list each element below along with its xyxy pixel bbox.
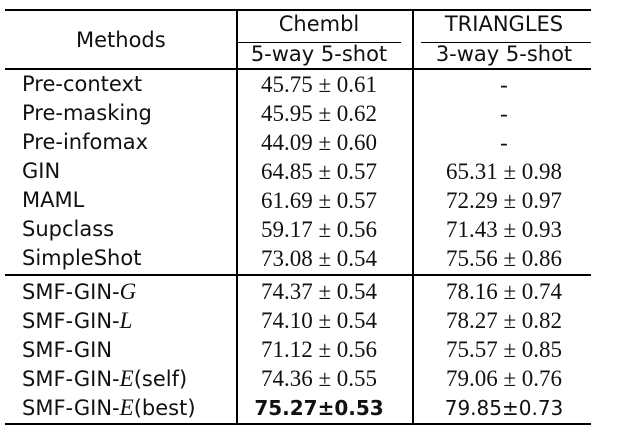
row-chembl-value: 61.69 ± 0.57 <box>260 188 378 213</box>
row-triangles-value: - <box>500 101 508 126</box>
header-triangles: TRIANGLES <box>444 12 564 36</box>
row-chembl-value: 45.75 ± 0.61 <box>260 72 378 97</box>
method-prefix: SMF-GIN- <box>22 309 120 333</box>
method-variable: E <box>119 366 134 391</box>
smf-row-triangles-value: 78.16 ± 0.74 <box>445 279 563 304</box>
row-chembl-value: 73.08 ± 0.54 <box>260 246 378 271</box>
header-rule <box>5 68 591 70</box>
method-prefix: SMF-GIN <box>22 338 113 362</box>
row-method: Supclass <box>22 217 115 241</box>
top-rule <box>5 9 591 11</box>
row-triangles-value: 75.56 ± 0.86 <box>445 246 563 271</box>
method-suffix: (best) <box>133 396 196 420</box>
smf-row-triangles-value: 78.27 ± 0.82 <box>445 308 563 333</box>
triangles-subrule <box>421 42 591 44</box>
header-triangles-setting: 3-way 5-shot <box>435 42 573 66</box>
row-triangles-value: 71.43 ± 0.93 <box>445 217 563 242</box>
header-chembl: Chembl <box>278 12 360 36</box>
row-triangles-value: - <box>500 130 508 155</box>
header-chembl-setting: 5-way 5-shot <box>250 42 388 66</box>
smf-row-method: SMF-GIN-E(self) <box>22 367 187 390</box>
row-method: Pre-infomax <box>22 130 149 154</box>
method-prefix: SMF-GIN- <box>22 396 120 420</box>
smf-row-chembl-value: 74.37 ± 0.54 <box>260 279 378 304</box>
row-chembl-value: 59.17 ± 0.56 <box>260 217 378 242</box>
smf-row-triangles-value: 79.06 ± 0.76 <box>445 366 563 391</box>
smf-row-chembl-value: 74.10 ± 0.54 <box>260 308 378 333</box>
column-divider-1 <box>236 9 238 425</box>
smf-row-method: SMF-GIN-E(best) <box>22 396 196 419</box>
row-chembl-value: 45.95 ± 0.62 <box>260 101 378 126</box>
smf-row-method: SMF-GIN <box>22 338 112 361</box>
smf-row-triangles-value: 75.57 ± 0.85 <box>445 337 563 362</box>
smf-row-method: SMF-GIN-L <box>22 309 132 332</box>
row-method: MAML <box>22 188 85 212</box>
row-triangles-value: 72.29 ± 0.97 <box>445 188 563 213</box>
method-variable: E <box>119 395 134 420</box>
method-variable: L <box>119 308 133 333</box>
best-chembl-value: 75.27±0.53 <box>254 396 384 420</box>
row-triangles-value: 65.31 ± 0.98 <box>445 159 563 184</box>
best-triangles-value: 79.85±0.73 <box>444 396 564 420</box>
smf-row-chembl-value: 71.12 ± 0.56 <box>260 337 378 362</box>
method-prefix: SMF-GIN- <box>22 367 120 391</box>
row-chembl-value: 44.09 ± 0.60 <box>260 130 378 155</box>
method-variable: G <box>119 279 137 304</box>
row-triangles-value: - <box>500 72 508 97</box>
bottom-rule <box>5 423 591 425</box>
row-method: SimpleShot <box>22 246 142 270</box>
row-chembl-value: 64.85 ± 0.57 <box>260 159 378 184</box>
row-method: Pre-masking <box>22 101 152 125</box>
header-methods: Methods <box>76 28 166 52</box>
method-suffix: (self) <box>133 367 188 391</box>
group-separator-rule <box>5 274 591 276</box>
smf-row-method: SMF-GIN-G <box>22 280 136 303</box>
row-method: GIN <box>22 159 61 183</box>
smf-row-chembl-value: 74.36 ± 0.55 <box>260 366 378 391</box>
method-prefix: SMF-GIN- <box>22 280 120 304</box>
row-method: Pre-context <box>22 72 143 96</box>
chembl-subrule <box>237 42 401 44</box>
column-divider-2 <box>412 9 414 425</box>
